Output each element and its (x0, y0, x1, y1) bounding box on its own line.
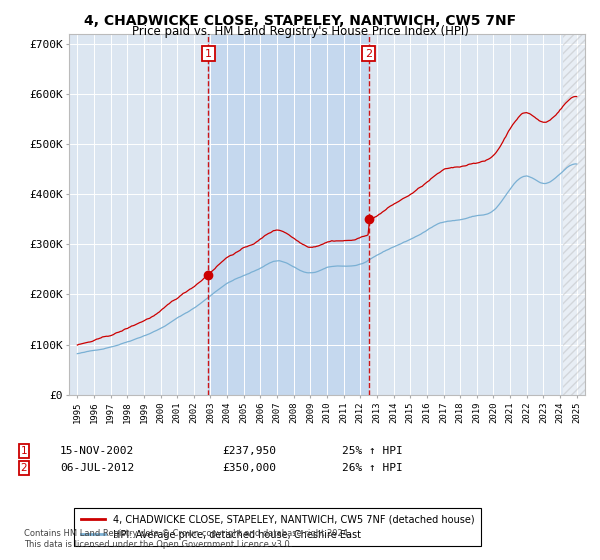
Text: £237,950: £237,950 (222, 446, 276, 456)
Legend: 4, CHADWICKE CLOSE, STAPELEY, NANTWICH, CW5 7NF (detached house), HPI: Average p: 4, CHADWICKE CLOSE, STAPELEY, NANTWICH, … (74, 508, 481, 547)
Text: 2: 2 (20, 463, 28, 473)
Text: £350,000: £350,000 (222, 463, 276, 473)
Text: 2: 2 (365, 49, 372, 59)
Text: 06-JUL-2012: 06-JUL-2012 (60, 463, 134, 473)
Text: Contains HM Land Registry data © Crown copyright and database right 2024.
This d: Contains HM Land Registry data © Crown c… (24, 529, 350, 549)
Polygon shape (563, 34, 585, 395)
Text: 4, CHADWICKE CLOSE, STAPELEY, NANTWICH, CW5 7NF: 4, CHADWICKE CLOSE, STAPELEY, NANTWICH, … (84, 14, 516, 28)
Text: Price paid vs. HM Land Registry's House Price Index (HPI): Price paid vs. HM Land Registry's House … (131, 25, 469, 38)
Text: 1: 1 (205, 49, 212, 59)
Text: 15-NOV-2002: 15-NOV-2002 (60, 446, 134, 456)
Bar (208, 34, 368, 395)
Text: 1: 1 (20, 446, 28, 456)
Text: 26% ↑ HPI: 26% ↑ HPI (342, 463, 403, 473)
Text: 25% ↑ HPI: 25% ↑ HPI (342, 446, 403, 456)
